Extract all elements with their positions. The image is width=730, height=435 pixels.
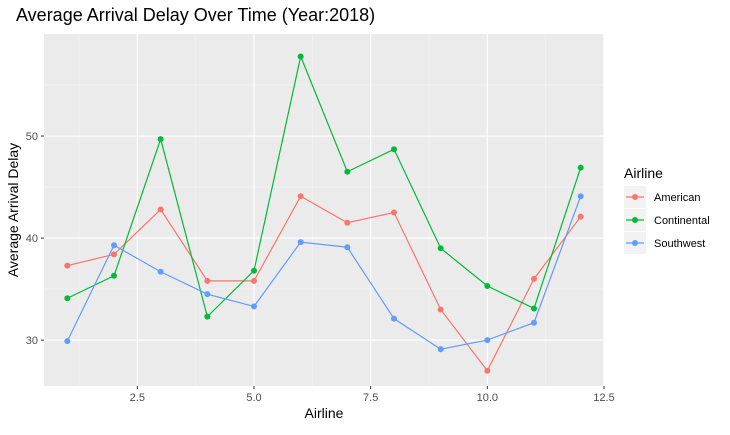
data-point-continental xyxy=(64,295,71,302)
data-point-continental xyxy=(251,267,257,274)
data-point-american xyxy=(297,193,304,200)
data-point-american xyxy=(64,262,71,269)
x-tick-label: 12.5 xyxy=(593,392,614,404)
legend-key-point xyxy=(632,194,638,200)
x-tick-label: 5.0 xyxy=(246,392,261,404)
data-point-southwest xyxy=(204,291,211,298)
data-point-southwest xyxy=(64,338,71,345)
legend-items: American Continental Southwest xyxy=(624,186,710,254)
legend-label: American xyxy=(654,192,700,204)
legend-label: Southwest xyxy=(654,238,705,250)
data-point-american xyxy=(204,277,211,284)
data-point-american xyxy=(577,213,584,220)
x-axis-label: Airline xyxy=(305,405,344,421)
series-southwest xyxy=(64,193,584,353)
data-point-southwest xyxy=(111,242,117,249)
series-continental xyxy=(64,53,584,320)
data-point-american xyxy=(437,306,444,313)
y-tick-label: 50 xyxy=(26,131,38,143)
series-line-southwest xyxy=(66,196,582,350)
chart-title: Average Arrival Delay Over Time (Year:20… xyxy=(16,5,375,25)
x-tick-label: 7.5 xyxy=(363,392,378,404)
data-point-american xyxy=(157,206,164,213)
data-point-southwest xyxy=(391,315,397,322)
data-point-american xyxy=(111,251,117,258)
data-point-american xyxy=(531,275,537,282)
data-point-continental xyxy=(531,305,537,312)
data-point-southwest xyxy=(251,303,257,310)
legend-key-point xyxy=(632,240,638,246)
data-point-continental xyxy=(204,313,211,320)
data-point-continental xyxy=(297,53,304,60)
data-point-southwest xyxy=(157,268,164,275)
legend-item-southwest: Southwest xyxy=(624,232,705,254)
legend-key-point xyxy=(632,217,638,223)
data-point-southwest xyxy=(344,244,351,251)
y-tick-label: 30 xyxy=(26,335,38,347)
series-layer xyxy=(64,53,584,374)
data-point-continental xyxy=(157,136,164,143)
legend-item-continental: Continental xyxy=(624,209,710,231)
y-tick-label: 40 xyxy=(26,233,38,245)
data-point-continental xyxy=(437,245,444,252)
data-point-continental xyxy=(391,146,397,153)
legend-item-american: American xyxy=(624,186,700,208)
data-point-continental xyxy=(344,168,351,175)
data-point-continental xyxy=(577,164,584,171)
data-point-american xyxy=(344,219,351,226)
data-point-southwest xyxy=(531,319,537,326)
series-line-continental xyxy=(67,54,582,318)
data-point-southwest xyxy=(484,337,491,344)
y-axis-label: Average Arrival Delay xyxy=(5,143,21,277)
legend-label: Continental xyxy=(654,215,710,227)
x-tick-label: 10.0 xyxy=(477,392,498,404)
series-line-american xyxy=(67,195,582,372)
data-point-continental xyxy=(484,283,491,290)
data-point-continental xyxy=(111,272,117,279)
data-point-american xyxy=(251,277,257,284)
legend-title: Airline xyxy=(624,165,663,181)
data-point-american xyxy=(391,209,397,216)
x-tick-label: 2.5 xyxy=(130,392,145,404)
series-american xyxy=(64,193,584,374)
legend: Airline American Continental Southwest xyxy=(624,165,710,254)
gridlines xyxy=(44,34,605,386)
data-point-american xyxy=(484,367,491,374)
data-point-southwest xyxy=(577,193,584,200)
data-point-southwest xyxy=(297,239,304,246)
data-point-southwest xyxy=(437,346,444,353)
axes: 2.5 5.0 7.5 10.0 12.5 30 40 50 xyxy=(26,131,615,404)
